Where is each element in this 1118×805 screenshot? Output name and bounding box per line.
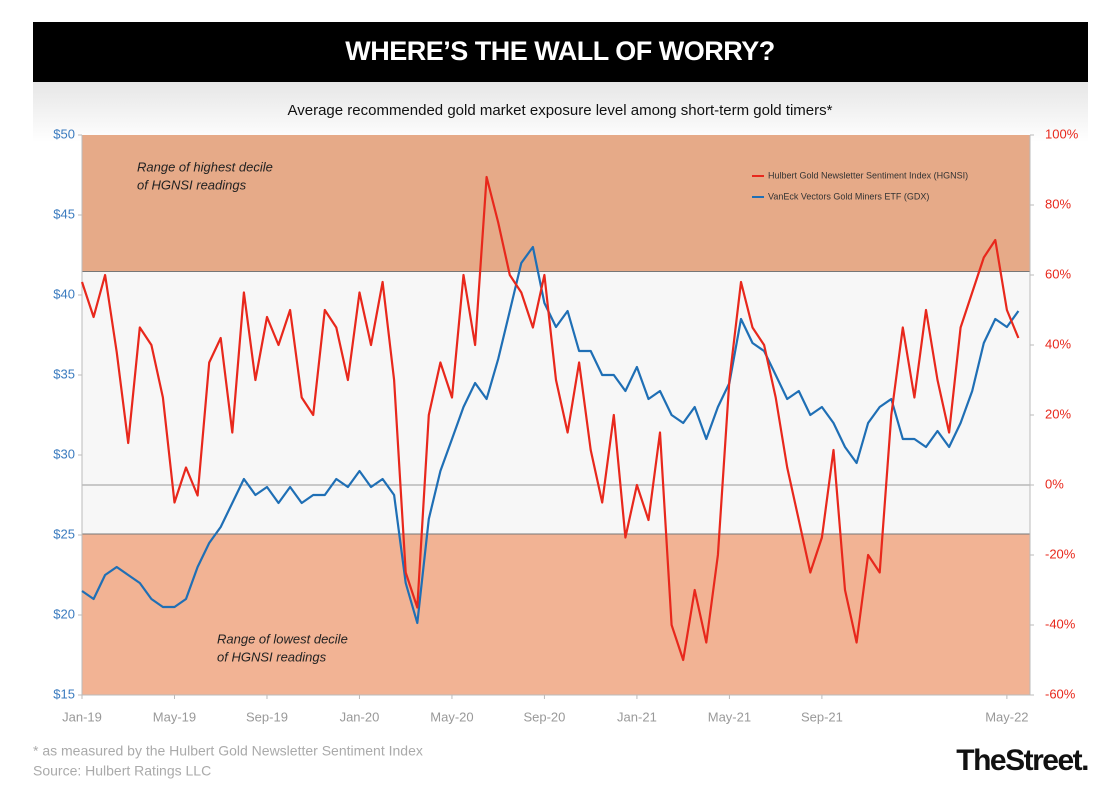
- x-tick-label: Jan-21: [617, 709, 657, 724]
- decile-band: [82, 534, 1030, 695]
- x-tick-label: May-20: [430, 709, 473, 724]
- decile-band: [82, 135, 1030, 272]
- band-label: Range of highest decile: [137, 159, 273, 174]
- x-tick-label: Jan-19: [62, 709, 102, 724]
- x-tick-label: Jan-20: [340, 709, 380, 724]
- footnote: * as measured by the Hulbert Gold Newsle…: [33, 743, 423, 759]
- series-line: [81, 245, 1020, 625]
- y-tick-label: $25: [53, 526, 75, 541]
- y-tick-label: $35: [53, 366, 75, 381]
- y2-tick-label: 40%: [1045, 336, 1071, 351]
- x-tick-label: May-19: [153, 709, 196, 724]
- y2-tick-label: -40%: [1045, 616, 1076, 631]
- y-tick-label: $40: [53, 286, 75, 301]
- band-label: Range of lowest decile: [217, 631, 348, 646]
- x-tick-label: Sep-21: [801, 709, 843, 724]
- legend-label: VanEck Vectors Gold Miners ETF (GDX): [768, 191, 929, 201]
- brand-logo: TheStreet.: [956, 744, 1088, 777]
- y2-tick-label: 0%: [1045, 476, 1064, 491]
- band-label: of HGNSI readings: [217, 649, 327, 664]
- header-shade: [33, 82, 1088, 142]
- y2-tick-label: 60%: [1045, 266, 1071, 281]
- y-tick-label: $50: [53, 126, 75, 141]
- chart-title: WHERE’S THE WALL OF WORRY?: [345, 36, 774, 66]
- y-tick-label: $15: [53, 686, 75, 701]
- y-tick-label: $45: [53, 206, 75, 221]
- x-tick-label: May-22: [985, 709, 1028, 724]
- plot-area: Range of highest decile of HGNSI readings…: [53, 126, 1078, 724]
- band-label: of HGNSI readings: [137, 177, 247, 192]
- x-tick-label: May-21: [708, 709, 751, 724]
- title-bar: [33, 22, 1088, 82]
- y2-tick-label: 80%: [1045, 196, 1071, 211]
- y2-tick-label: -20%: [1045, 546, 1076, 561]
- chart-subtitle: Average recommended gold market exposure…: [288, 102, 833, 119]
- legend-label: Hulbert Gold Newsletter Sentiment Index …: [768, 170, 968, 180]
- x-tick-label: Sep-19: [246, 709, 288, 724]
- y2-tick-label: 100%: [1045, 126, 1079, 141]
- y2-tick-label: 20%: [1045, 406, 1071, 421]
- source: Source: Hulbert Ratings LLC: [33, 763, 211, 779]
- y-tick-label: $30: [53, 446, 75, 461]
- x-tick-label: Sep-20: [523, 709, 565, 724]
- series-line: [80, 175, 1020, 662]
- y-tick-label: $20: [53, 606, 75, 621]
- y2-tick-label: -60%: [1045, 686, 1076, 701]
